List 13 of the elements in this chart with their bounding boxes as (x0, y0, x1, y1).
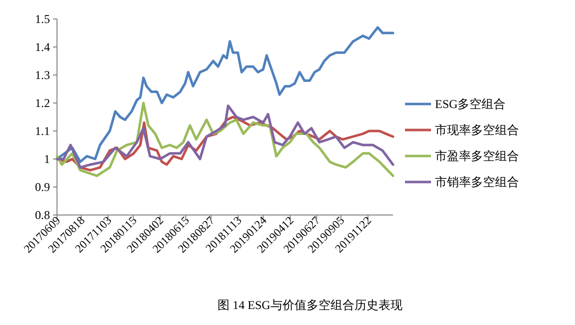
y-tick-label: 1 (44, 152, 50, 166)
y-tick-label: 1.1 (35, 124, 50, 138)
caption: 图 14 ESG与价值多空组合历史表现 (218, 298, 402, 312)
y-tick-label: 1.5 (35, 12, 50, 26)
y-tick-label: 0.8 (35, 208, 50, 222)
y-tick-label: 1.4 (35, 40, 50, 54)
legend-label: 市销率多空组合 (435, 175, 519, 189)
y-tick-label: 1.2 (35, 96, 50, 110)
legend-label: ESG多空组合 (435, 97, 506, 111)
legend-label: 市现率多空组合 (435, 123, 519, 137)
legend-label: 市盈率多空组合 (435, 149, 519, 163)
y-tick-label: 1.3 (35, 68, 50, 82)
y-tick-label: 0.9 (35, 180, 50, 194)
